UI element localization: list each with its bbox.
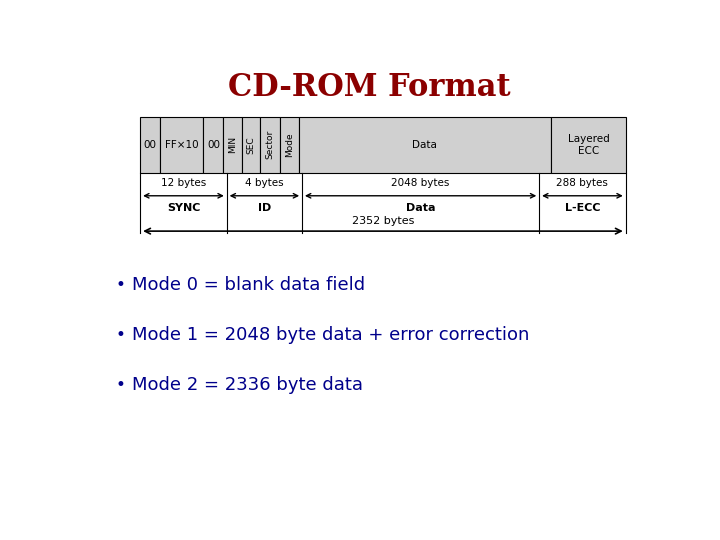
Bar — [161, 117, 203, 173]
Bar — [140, 117, 161, 173]
Text: •: • — [116, 276, 125, 294]
Text: MIN: MIN — [228, 136, 237, 153]
Text: Mode 2 = 2336 byte data: Mode 2 = 2336 byte data — [132, 376, 363, 394]
Bar — [242, 117, 260, 173]
Bar — [280, 117, 299, 173]
Bar — [223, 117, 242, 173]
Text: Sector: Sector — [266, 130, 275, 159]
Bar — [299, 117, 551, 173]
Text: Mode 0 = blank data field: Mode 0 = blank data field — [132, 276, 365, 294]
Text: Data: Data — [406, 203, 436, 213]
Text: ID: ID — [258, 203, 271, 213]
Text: •: • — [116, 326, 125, 344]
Text: CD-ROM Format: CD-ROM Format — [228, 72, 510, 103]
Text: Mode 1 = 2048 byte data + error correction: Mode 1 = 2048 byte data + error correcti… — [132, 326, 529, 344]
Text: 12 bytes: 12 bytes — [161, 178, 206, 188]
Text: 00: 00 — [144, 140, 157, 150]
Text: 2048 bytes: 2048 bytes — [392, 178, 450, 188]
Text: SEC: SEC — [246, 136, 256, 154]
Text: •: • — [116, 376, 125, 394]
Text: Layered
ECC: Layered ECC — [567, 134, 609, 156]
Text: Mode: Mode — [285, 132, 294, 157]
Text: 00: 00 — [207, 140, 220, 150]
Text: 2352 bytes: 2352 bytes — [352, 215, 414, 226]
Text: L-ECC: L-ECC — [564, 203, 600, 213]
Bar — [203, 117, 223, 173]
Text: 4 bytes: 4 bytes — [245, 178, 284, 188]
Text: SYNC: SYNC — [167, 203, 200, 213]
Text: Data: Data — [413, 140, 437, 150]
Bar — [260, 117, 280, 173]
Text: FF×10: FF×10 — [165, 140, 199, 150]
Text: 288 bytes: 288 bytes — [557, 178, 608, 188]
Bar — [551, 117, 626, 173]
